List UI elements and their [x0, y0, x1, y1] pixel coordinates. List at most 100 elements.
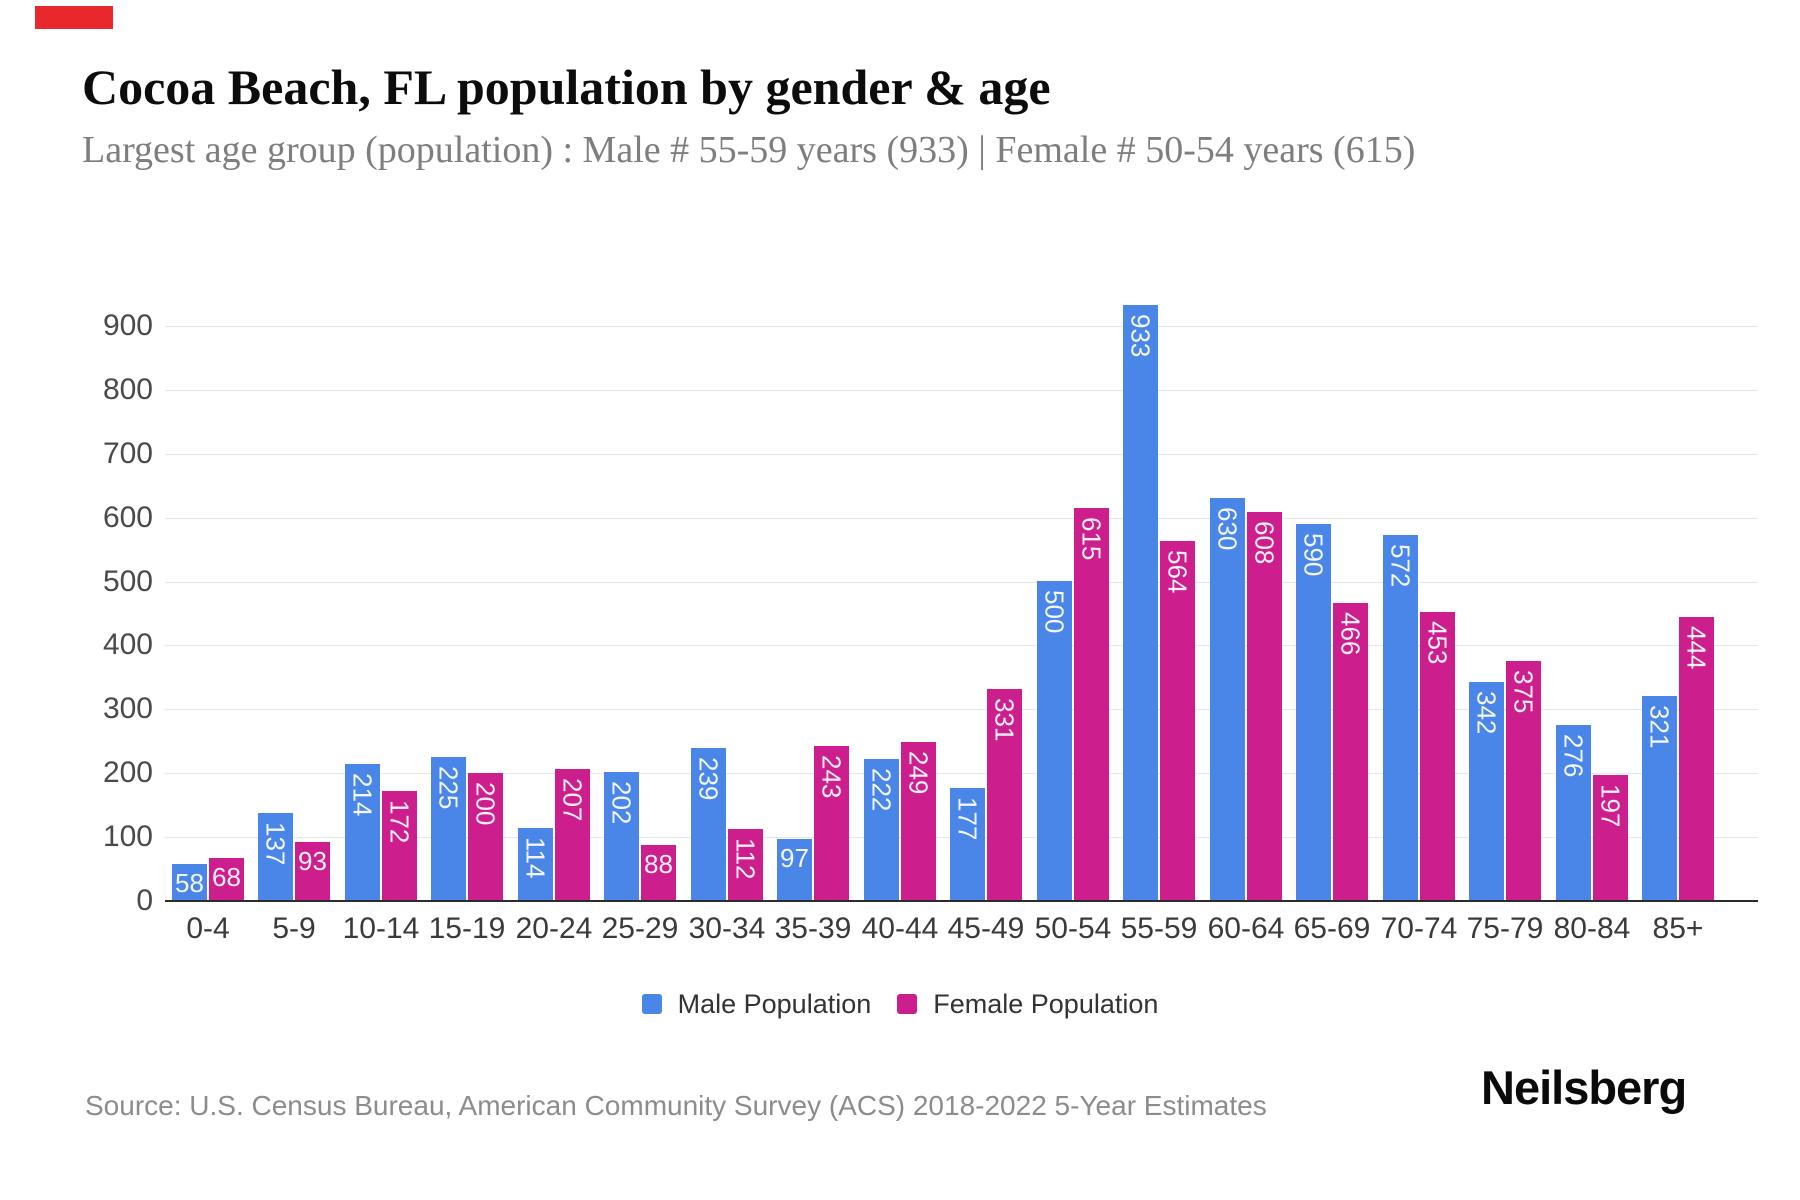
female-bar: 243: [814, 746, 849, 901]
female-bar: 444: [1679, 617, 1714, 901]
female-bar: 564: [1160, 541, 1195, 901]
bar-value-label: 172: [384, 800, 415, 844]
male-bar: 933: [1123, 305, 1158, 901]
female-bar: 197: [1593, 775, 1628, 901]
female-bar: 88: [641, 845, 676, 901]
bar-value-label: 444: [1681, 626, 1712, 670]
female-bar: 207: [555, 769, 590, 901]
x-tick-label: 75-79: [1466, 912, 1544, 945]
y-tick-label: 400: [102, 628, 153, 661]
female-legend-swatch: [897, 994, 918, 1014]
bar-value-label: 615: [1076, 517, 1107, 561]
bar-value-label: 500: [1039, 590, 1070, 634]
female-bar: 112: [728, 829, 763, 901]
male-bar: 321: [1642, 696, 1677, 901]
y-tick-label: 800: [102, 373, 153, 406]
bar-value-label: 114: [520, 837, 551, 879]
x-tick-label: 15-19: [428, 912, 506, 945]
gridline: [165, 454, 1758, 455]
x-tick-label: 20-24: [515, 912, 593, 945]
bar-value-label: 243: [816, 755, 847, 799]
bar-value-label: 342: [1471, 691, 1502, 735]
female-bar: 453: [1420, 612, 1455, 901]
bar-value-label: 933: [1125, 314, 1156, 358]
male-bar: 97: [777, 839, 812, 901]
bar-value-label: 137: [260, 822, 291, 866]
chart-title: Cocoa Beach, FL population by gender & a…: [82, 59, 1051, 115]
male-bar: 572: [1383, 535, 1418, 901]
x-tick-label: 0-4: [186, 912, 230, 945]
x-tick-label: 50-54: [1034, 912, 1112, 945]
bar-value-label: 88: [644, 849, 673, 879]
legend-item-female: Female Population: [897, 989, 1158, 1020]
bar-value-label: 202: [606, 781, 637, 825]
chart-subtitle: Largest age group (population) : Male # …: [82, 129, 1416, 171]
bar-value-label: 608: [1249, 521, 1280, 565]
y-tick-label: 300: [102, 692, 153, 725]
bar-value-label: 249: [903, 751, 934, 795]
male-legend-label: Male Population: [677, 988, 872, 1019]
female-bar: 200: [468, 773, 503, 901]
x-tick-label: 25-29: [601, 912, 679, 945]
male-bar: 225: [431, 757, 466, 901]
bar-value-label: 453: [1422, 621, 1453, 665]
female-bar: 249: [901, 742, 936, 901]
male-bar: 58: [172, 864, 207, 901]
female-bar: 172: [382, 791, 417, 901]
bar-value-label: 276: [1558, 734, 1589, 778]
gridline: [165, 390, 1758, 391]
x-tick-label: 70-74: [1380, 912, 1458, 945]
x-tick-label: 65-69: [1293, 912, 1371, 945]
y-tick-label: 700: [102, 437, 153, 470]
x-tick-label: 60-64: [1207, 912, 1285, 945]
gridline: [165, 582, 1758, 583]
bar-value-label: 214: [347, 773, 378, 817]
bar-value-label: 466: [1335, 612, 1366, 656]
x-tick-label: 80-84: [1553, 912, 1631, 945]
female-legend-label: Female Population: [933, 988, 1159, 1019]
legend: Male Population Female Population: [0, 984, 1800, 1024]
male-bar: 137: [258, 813, 293, 901]
female-bar: 375: [1506, 661, 1541, 901]
bar-value-label: 572: [1385, 544, 1416, 588]
x-tick-label: 35-39: [774, 912, 852, 945]
male-legend-swatch: [641, 994, 662, 1014]
x-tick-label: 55-59: [1120, 912, 1198, 945]
x-axis-line: [165, 900, 1758, 902]
bar-value-label: 177: [952, 797, 983, 841]
bar-value-label: 197: [1595, 784, 1626, 828]
y-tick-label: 0: [136, 884, 153, 917]
male-bar: 342: [1469, 682, 1504, 901]
y-tick-label: 900: [102, 309, 153, 342]
female-bar: 68: [209, 858, 244, 901]
neilsberg-logo: Neilsberg: [1481, 1061, 1687, 1114]
male-bar: 202: [604, 772, 639, 901]
female-bar: 608: [1247, 512, 1282, 901]
y-tick-label: 600: [102, 501, 153, 534]
x-tick-label: 10-14: [342, 912, 420, 945]
bar-value-label: 68: [212, 862, 241, 892]
male-bar: 590: [1296, 524, 1331, 901]
bar-value-label: 239: [693, 757, 724, 801]
female-bar: 331: [987, 689, 1022, 901]
gridline: [165, 518, 1758, 519]
male-bar: 239: [691, 748, 726, 901]
bar-value-label: 331: [989, 698, 1020, 742]
bar-value-label: 590: [1298, 533, 1329, 577]
female-bar: 615: [1074, 508, 1109, 901]
male-bar: 177: [950, 788, 985, 901]
bar-value-label: 93: [298, 846, 327, 876]
bar-value-label: 112: [730, 838, 761, 880]
bar-value-label: 207: [557, 778, 588, 822]
male-bar: 630: [1210, 498, 1245, 901]
x-tick-label: 85+: [1652, 912, 1704, 945]
male-bar: 500: [1037, 581, 1072, 901]
male-bar: 114: [518, 828, 553, 901]
bar-value-label: 630: [1212, 507, 1243, 551]
bar-value-label: 225: [433, 766, 464, 810]
y-tick-label: 500: [102, 565, 153, 598]
bar-value-label: 200: [470, 782, 501, 826]
x-tick-label: 40-44: [861, 912, 939, 945]
